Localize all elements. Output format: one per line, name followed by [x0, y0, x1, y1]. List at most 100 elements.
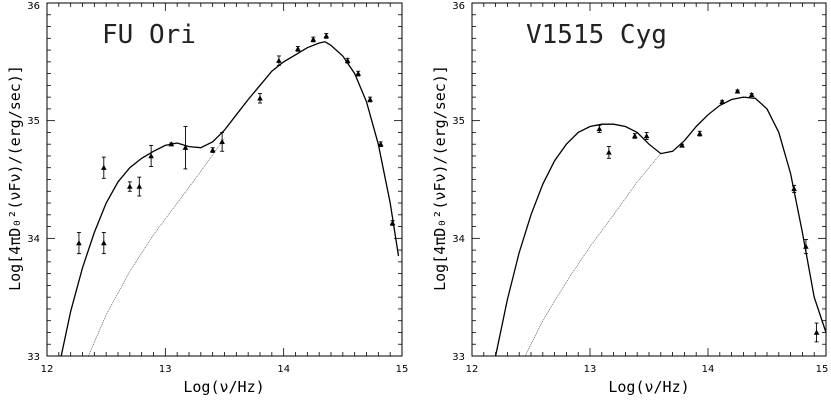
panel-v1515-cyg: 12 13 14 15 33 34 35 36 V1515 Cyg Log(ν/…: [431, 1, 828, 396]
triangle-marker: [719, 98, 725, 104]
tick-labels: 12 13 14 15 33 34 35 36: [27, 1, 408, 375]
data-point: [136, 176, 143, 197]
triangle-marker: [596, 125, 603, 132]
data-point: [219, 131, 225, 152]
x-axis-title: Log(ν/Hz): [183, 378, 264, 396]
x-tick-label: 15: [816, 364, 829, 375]
y-tick-label: 34: [27, 234, 40, 245]
y-tick-label: 35: [452, 116, 465, 127]
panel-title: V1515 Cyg: [526, 20, 667, 50]
triangle-marker: [310, 36, 317, 42]
triangle-marker: [127, 183, 133, 189]
triangle-marker: [606, 149, 612, 155]
y-tick-label: 36: [27, 1, 40, 12]
data-point: [168, 141, 175, 147]
triangle-marker: [76, 240, 82, 246]
y-axis-title: Log[4πD₀²(νFν)/(erg/sec)]: [431, 65, 449, 291]
triangle-marker: [344, 57, 351, 63]
data-point: [355, 70, 361, 77]
data-point: [748, 91, 755, 97]
triangle-marker: [101, 164, 107, 170]
data-point: [389, 220, 396, 226]
y-axis-title: Log[4πD₀²(νFν)/(erg/sec)]: [6, 65, 24, 291]
y-tick-label: 35: [27, 116, 40, 127]
triangle-marker: [182, 144, 189, 150]
data-point: [257, 93, 263, 104]
data-point: [209, 147, 216, 153]
triangle-marker: [803, 243, 809, 249]
data-point: [606, 146, 612, 159]
y-tick-label: 34: [452, 234, 465, 245]
axis-ticks: [46, 2, 403, 357]
triangle-marker: [136, 183, 143, 189]
x-tick-label: 14: [277, 364, 290, 375]
triangle-marker: [257, 95, 263, 101]
y-tick-label: 33: [452, 352, 465, 363]
x-tick-label: 12: [466, 364, 479, 375]
data-point: [101, 231, 107, 255]
triangle-marker: [389, 220, 396, 226]
x-tick-label: 14: [702, 364, 715, 375]
data-point: [323, 32, 330, 39]
triangle-marker: [367, 96, 373, 102]
data-point: [367, 96, 373, 103]
x-tick-label: 13: [159, 364, 172, 375]
y-tick-label: 36: [452, 1, 465, 12]
triangle-marker: [323, 32, 330, 39]
data-point: [101, 156, 107, 179]
panel-fu-ori: 12 13 14 15 33 34 35 36 FU Ori Log(ν/Hz)…: [6, 1, 408, 396]
tick-labels: 12 13 14 15 33 34 35 36: [452, 1, 828, 375]
triangle-marker: [219, 138, 225, 144]
triangle-marker: [295, 45, 301, 52]
x-tick-label: 12: [41, 364, 54, 375]
triangle-marker: [643, 133, 650, 139]
plot-frame: [46, 2, 403, 357]
data-points: [596, 88, 820, 343]
data-point: [813, 322, 820, 343]
x-axis-title: Log(ν/Hz): [608, 378, 689, 396]
data-point: [344, 57, 351, 64]
panel-title: FU Ori: [102, 20, 196, 50]
data-point: [276, 55, 282, 66]
component-curve: [524, 153, 661, 357]
triangle-marker: [148, 153, 154, 159]
x-tick-label: 15: [396, 364, 409, 375]
triangle-marker: [734, 88, 741, 94]
x-tick-label: 13: [584, 364, 597, 375]
data-point: [148, 144, 154, 168]
data-point: [679, 142, 685, 148]
model-curves: [494, 96, 827, 357]
data-point: [803, 239, 809, 255]
axis-ticks: [471, 2, 827, 357]
triangle-marker: [209, 147, 216, 153]
data-point: [127, 181, 133, 192]
data-point: [696, 130, 703, 137]
triangle-marker: [168, 141, 175, 147]
triangle-marker: [101, 240, 107, 246]
triangle-marker: [679, 142, 685, 148]
model-curves: [60, 41, 400, 357]
model-curve: [494, 96, 827, 357]
triangle-marker: [813, 329, 820, 335]
data-point: [643, 131, 650, 140]
data-point: [596, 124, 603, 133]
data-point: [76, 231, 82, 255]
triangle-marker: [696, 130, 703, 136]
triangle-marker: [377, 141, 384, 147]
data-point: [377, 141, 384, 148]
triangle-marker: [632, 133, 638, 139]
triangle-marker: [791, 185, 797, 192]
triangle-marker: [355, 70, 361, 76]
data-point: [310, 36, 317, 43]
data-point: [734, 88, 741, 94]
plot-frame: [471, 2, 827, 357]
y-tick-label: 33: [27, 352, 40, 363]
data-point: [719, 98, 725, 104]
data-point: [791, 184, 797, 193]
triangle-marker: [276, 57, 282, 63]
data-points: [76, 32, 396, 255]
data-point: [182, 126, 189, 170]
data-point: [632, 133, 638, 139]
